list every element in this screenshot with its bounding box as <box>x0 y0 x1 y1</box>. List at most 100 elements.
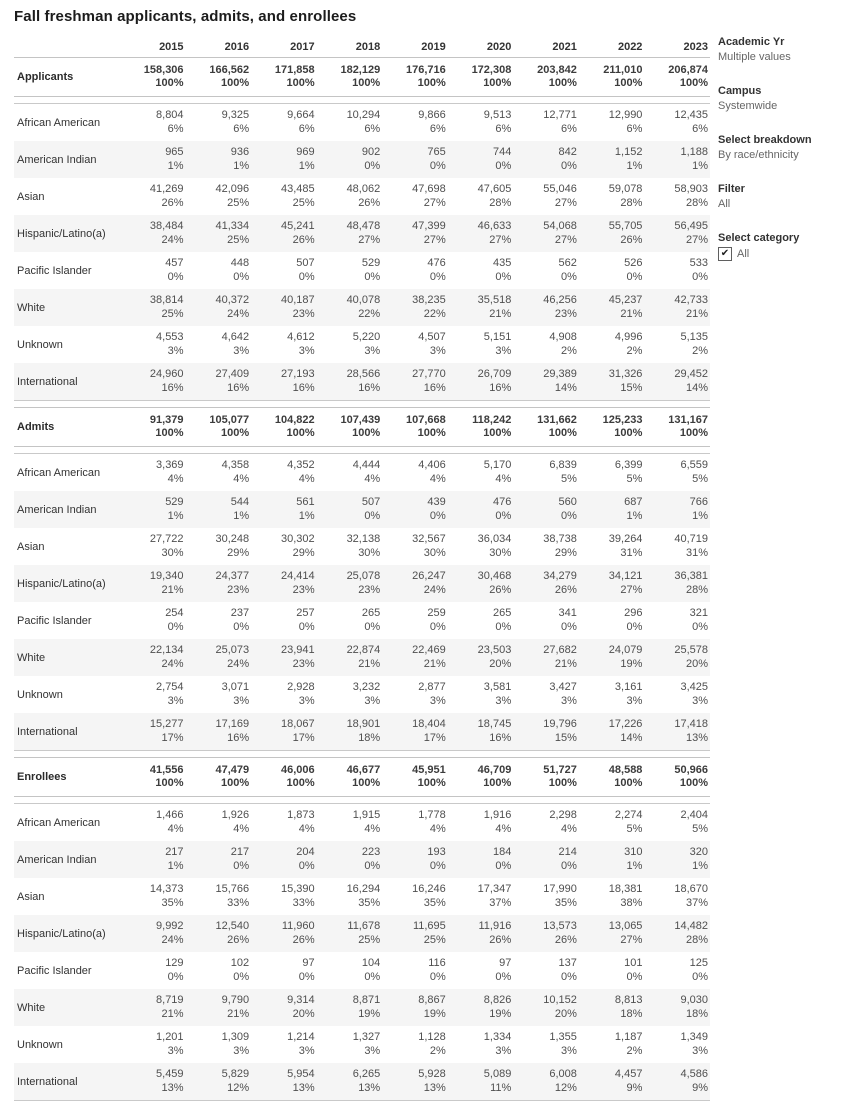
data-cell[interactable]: 125 0% <box>644 952 710 989</box>
filter-value-dropdown[interactable]: Multiple values <box>718 51 791 63</box>
data-cell[interactable]: 40,719 31% <box>644 528 710 565</box>
data-cell[interactable]: 40,078 22% <box>317 289 383 326</box>
section-label[interactable]: Applicants <box>17 71 74 83</box>
data-cell[interactable]: 2,928 3% <box>251 676 317 713</box>
data-cell[interactable]: 1,349 3% <box>644 1026 710 1063</box>
data-cell[interactable]: 457 0% <box>120 252 186 289</box>
data-cell[interactable]: 41,556 100% <box>120 758 186 796</box>
data-cell[interactable]: 46,006 100% <box>251 758 317 796</box>
data-cell[interactable]: 45,237 21% <box>579 289 645 326</box>
data-cell[interactable]: 533 0% <box>644 252 710 289</box>
data-cell[interactable]: 3,427 3% <box>513 676 579 713</box>
row-label[interactable]: African American <box>17 816 101 829</box>
data-cell[interactable]: 1,873 4% <box>251 804 317 841</box>
data-cell[interactable]: 32,567 30% <box>382 528 448 565</box>
data-cell[interactable]: 5,829 12% <box>186 1063 252 1100</box>
data-cell[interactable]: 18,670 37% <box>644 878 710 915</box>
data-cell[interactable]: 12,771 6% <box>513 104 579 141</box>
data-cell[interactable]: 107,439 100% <box>317 408 383 446</box>
data-cell[interactable]: 182,129 100% <box>317 58 383 96</box>
data-cell[interactable]: 310 1% <box>579 841 645 878</box>
data-cell[interactable]: 526 0% <box>579 252 645 289</box>
data-cell[interactable]: 1,334 3% <box>448 1026 514 1063</box>
row-label[interactable]: Unknown <box>17 1038 63 1051</box>
data-cell[interactable]: 476 0% <box>382 252 448 289</box>
data-cell[interactable]: 97 0% <box>251 952 317 989</box>
data-cell[interactable]: 1,915 4% <box>317 804 383 841</box>
data-cell[interactable]: 448 0% <box>186 252 252 289</box>
filter-value-dropdown[interactable]: By race/ethnicity <box>718 149 799 161</box>
data-cell[interactable]: 4,612 3% <box>251 326 317 363</box>
data-cell[interactable]: 102 0% <box>186 952 252 989</box>
data-cell[interactable]: 1,214 3% <box>251 1026 317 1063</box>
row-label[interactable]: African American <box>17 466 101 479</box>
data-cell[interactable]: 14,482 28% <box>644 915 710 952</box>
data-cell[interactable]: 5,089 11% <box>448 1063 514 1100</box>
data-cell[interactable]: 211,010 100% <box>579 58 645 96</box>
data-cell[interactable]: 12,435 6% <box>644 104 710 141</box>
data-cell[interactable]: 39,264 31% <box>579 528 645 565</box>
data-cell[interactable]: 43,485 25% <box>251 178 317 215</box>
data-cell[interactable]: 1,187 2% <box>579 1026 645 1063</box>
data-cell[interactable]: 13,573 26% <box>513 915 579 952</box>
year-header[interactable]: 2022 <box>617 41 643 53</box>
data-cell[interactable]: 562 0% <box>513 252 579 289</box>
data-cell[interactable]: 1,327 3% <box>317 1026 383 1063</box>
data-cell[interactable]: 203,842 100% <box>513 58 579 96</box>
data-cell[interactable]: 18,901 18% <box>317 713 383 750</box>
row-label[interactable]: Pacific Islander <box>17 264 92 277</box>
data-cell[interactable]: 1,309 3% <box>186 1026 252 1063</box>
data-cell[interactable]: 321 0% <box>644 602 710 639</box>
data-cell[interactable]: 22,874 21% <box>317 639 383 676</box>
data-cell[interactable]: 105,077 100% <box>186 408 252 446</box>
data-cell[interactable]: 129 0% <box>120 952 186 989</box>
data-cell[interactable]: 544 1% <box>186 491 252 528</box>
data-cell[interactable]: 55,705 26% <box>579 215 645 252</box>
data-cell[interactable]: 55,046 27% <box>513 178 579 215</box>
row-label[interactable]: Unknown <box>17 688 63 701</box>
data-cell[interactable]: 27,770 16% <box>382 363 448 400</box>
data-cell[interactable]: 46,633 27% <box>448 215 514 252</box>
data-cell[interactable]: 8,867 19% <box>382 989 448 1026</box>
data-cell[interactable]: 171,858 100% <box>251 58 317 96</box>
data-cell[interactable]: 29,389 14% <box>513 363 579 400</box>
data-cell[interactable]: 259 0% <box>382 602 448 639</box>
data-cell[interactable]: 18,404 17% <box>382 713 448 750</box>
row-label[interactable]: Pacific Islander <box>17 614 92 627</box>
data-cell[interactable]: 507 0% <box>251 252 317 289</box>
data-cell[interactable]: 54,068 27% <box>513 215 579 252</box>
row-label[interactable]: White <box>17 651 46 664</box>
data-cell[interactable]: 48,588 100% <box>579 758 645 796</box>
data-cell[interactable]: 8,813 18% <box>579 989 645 1026</box>
data-cell[interactable]: 26,709 16% <box>448 363 514 400</box>
data-cell[interactable]: 687 1% <box>579 491 645 528</box>
data-cell[interactable]: 18,381 38% <box>579 878 645 915</box>
data-cell[interactable]: 4,507 3% <box>382 326 448 363</box>
data-cell[interactable]: 1,778 4% <box>382 804 448 841</box>
data-cell[interactable]: 40,372 24% <box>186 289 252 326</box>
data-cell[interactable]: 1,201 3% <box>120 1026 186 1063</box>
data-cell[interactable]: 104,822 100% <box>251 408 317 446</box>
data-cell[interactable]: 5,151 3% <box>448 326 514 363</box>
data-cell[interactable]: 2,298 4% <box>513 804 579 841</box>
data-cell[interactable]: 965 1% <box>120 141 186 178</box>
row-label[interactable]: Asian <box>17 190 45 203</box>
row-label[interactable]: White <box>17 301 46 314</box>
checkbox-label[interactable]: All <box>737 248 750 260</box>
data-cell[interactable]: 9,325 6% <box>186 104 252 141</box>
data-cell[interactable]: 1,128 2% <box>382 1026 448 1063</box>
data-cell[interactable]: 5,220 3% <box>317 326 383 363</box>
row-label[interactable]: International <box>17 375 78 388</box>
data-cell[interactable]: 193 0% <box>382 841 448 878</box>
data-cell[interactable]: 842 0% <box>513 141 579 178</box>
data-cell[interactable]: 1,916 4% <box>448 804 514 841</box>
data-cell[interactable]: 32,138 30% <box>317 528 383 565</box>
filter-value-dropdown[interactable]: Systemwide <box>718 100 778 112</box>
data-cell[interactable]: 1,355 3% <box>513 1026 579 1063</box>
data-cell[interactable]: 18,067 17% <box>251 713 317 750</box>
data-cell[interactable]: 26,247 24% <box>382 565 448 602</box>
data-cell[interactable]: 936 1% <box>186 141 252 178</box>
data-cell[interactable]: 4,444 4% <box>317 454 383 491</box>
data-cell[interactable]: 476 0% <box>448 491 514 528</box>
data-cell[interactable]: 28,566 16% <box>317 363 383 400</box>
